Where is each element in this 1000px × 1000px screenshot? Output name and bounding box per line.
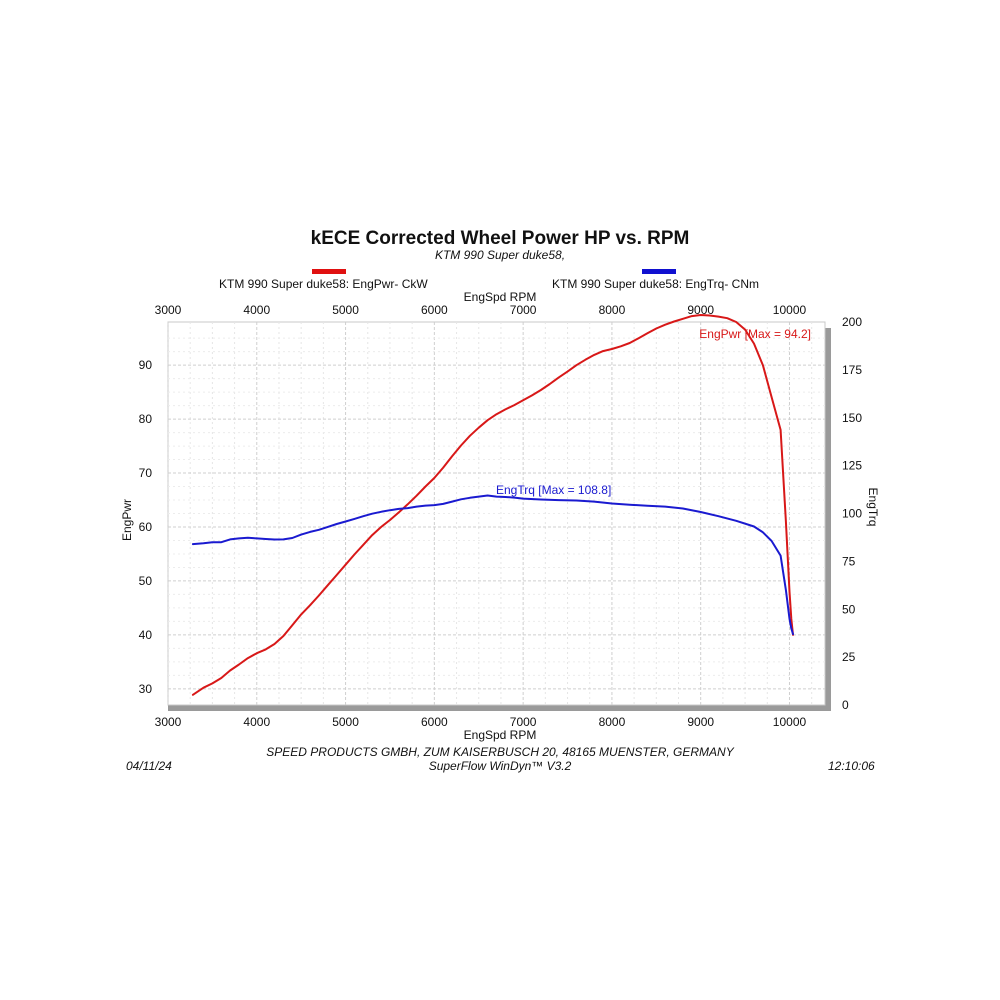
- y-tick-label-right: 200: [842, 315, 862, 329]
- plot-area: [167, 321, 826, 706]
- y-tick-label-right: 150: [842, 411, 862, 425]
- chart-title: kECE Corrected Wheel Power HP vs. RPM: [310, 228, 690, 249]
- series-line-engtrq: [191, 494, 794, 636]
- y-axis-label-right: EngTrq: [866, 488, 880, 527]
- plot-shadow-right: [825, 328, 831, 711]
- y-axis-label-left: EngPwr: [120, 499, 134, 541]
- tick-labels: 3000 3000 4000 4000 5000 5000 6000 6000 7000 7000…: [139, 303, 863, 729]
- x-tick-label-bottom: 3000: [155, 715, 182, 729]
- x-tick-label-bottom: 8000: [599, 715, 626, 729]
- x-tick-label-top: 3000: [155, 303, 182, 317]
- footer-company: SPEED PRODUCTS GMBH, ZUM KAISERBUSCH 20,…: [266, 745, 734, 759]
- x-tick-label-bottom: 6000: [421, 715, 448, 729]
- y-tick-label-right: 175: [842, 363, 862, 377]
- y-tick-label-left: 50: [139, 574, 153, 588]
- power-max-annotation: EngPwr [Max = 94.2]: [699, 327, 811, 341]
- footer-software: SuperFlow WinDyn™ V3.2: [428, 759, 572, 773]
- y-tick-label-right: 0: [842, 698, 849, 712]
- x-axis-label-top: EngSpd RPM: [464, 290, 537, 304]
- y-tick-label-left: 80: [139, 412, 153, 426]
- x-axis-label-bottom: EngSpd RPM: [464, 728, 537, 742]
- x-tick-label-bottom: 4000: [243, 715, 270, 729]
- footer-time: 12:10:06: [828, 759, 875, 773]
- legend-power-swatch: [312, 269, 346, 274]
- plot-shadow-bottom: [168, 705, 831, 711]
- chart-subtitle: KTM 990 Super duke58,: [434, 248, 566, 262]
- x-tick-label-bottom: 7000: [510, 715, 537, 729]
- legend-power-label: KTM 990 Super duke58: EngPwr- CkW: [219, 277, 428, 291]
- x-tick-label-bottom: 5000: [332, 715, 359, 729]
- footer-date: 04/11/24: [126, 759, 172, 773]
- y-tick-label-left: 40: [139, 628, 153, 642]
- x-tick-label-top: 9000: [687, 303, 714, 317]
- y-tick-label-left: 90: [139, 358, 153, 372]
- x-tick-label-top: 5000: [332, 303, 359, 317]
- x-tick-label-bottom: 10000: [773, 715, 807, 729]
- y-tick-label-right: 75: [842, 554, 856, 568]
- y-tick-label-right: 50: [842, 602, 856, 616]
- y-tick-label-left: 70: [139, 466, 153, 480]
- series-line-engpwr: [191, 314, 794, 696]
- y-tick-label-right: 100: [842, 507, 862, 521]
- grid: [167, 322, 825, 705]
- x-tick-label-top: 7000: [510, 303, 537, 317]
- legend-torque-label: KTM 990 Super duke58: EngTrq- CNm: [552, 277, 759, 291]
- x-tick-label-top: 10000: [773, 303, 807, 317]
- x-tick-label-top: 8000: [599, 303, 626, 317]
- series-lines: [191, 314, 794, 696]
- x-tick-label-top: 6000: [421, 303, 448, 317]
- x-tick-label-top: 4000: [243, 303, 270, 317]
- y-tick-label-right: 25: [842, 650, 856, 664]
- y-tick-label-left: 30: [139, 682, 153, 696]
- torque-max-annotation: EngTrq [Max = 108.8]: [496, 483, 611, 497]
- x-tick-label-bottom: 9000: [687, 715, 714, 729]
- y-tick-label-right: 125: [842, 459, 862, 473]
- legend-torque-swatch: [642, 269, 676, 274]
- y-tick-label-left: 60: [139, 520, 153, 534]
